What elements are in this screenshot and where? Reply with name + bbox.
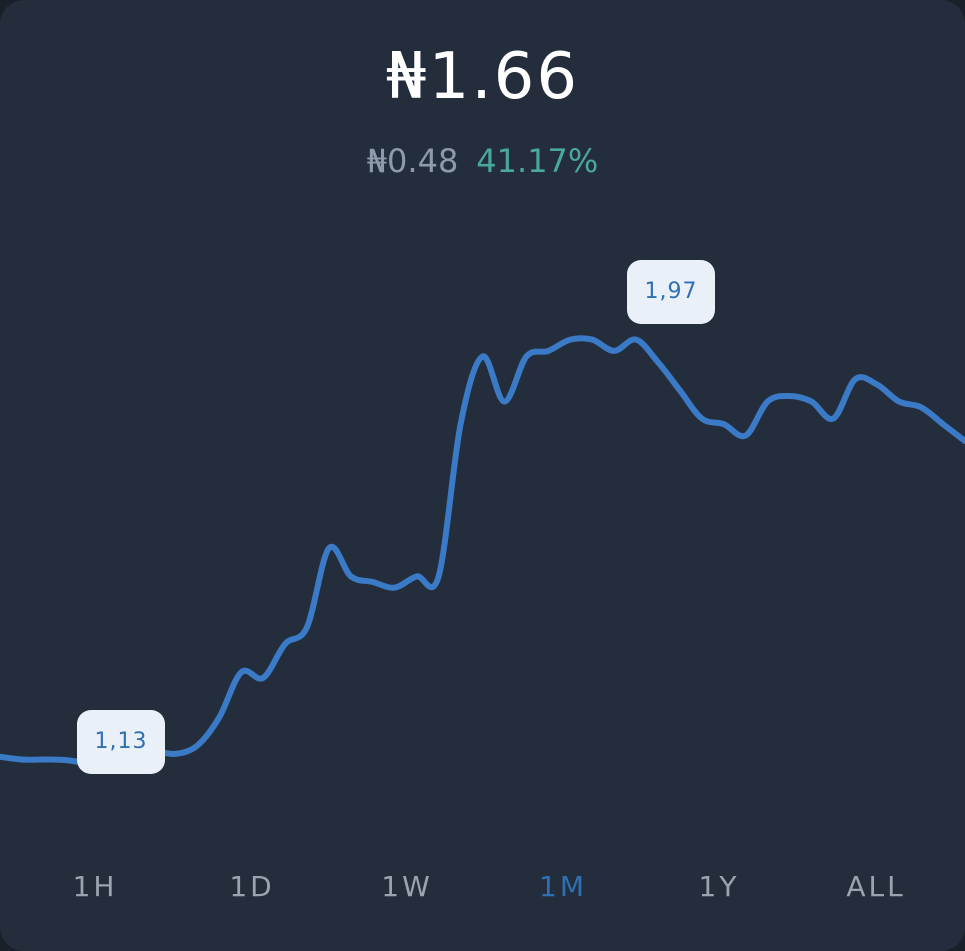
range-1h[interactable]: 1H (72, 870, 118, 903)
range-1y[interactable]: 1Y (698, 870, 740, 903)
change-absolute: ₦0.48 (366, 142, 459, 180)
range-1w[interactable]: 1W (381, 870, 433, 903)
range-1d[interactable]: 1D (229, 870, 275, 903)
change-percent: 41.17% (476, 142, 599, 180)
price-change-row: ₦0.48 41.17% (0, 142, 965, 180)
range-selector: 1H 1D 1W 1M 1Y ALL (0, 870, 965, 918)
range-1m[interactable]: 1M (539, 870, 587, 903)
current-price: ₦1.66 (385, 40, 580, 114)
min-value-tooltip: 1,13 (77, 710, 165, 774)
max-value-tooltip: 1,97 (627, 260, 715, 324)
range-all[interactable]: ALL (846, 870, 906, 903)
price-series-line (0, 335, 965, 766)
